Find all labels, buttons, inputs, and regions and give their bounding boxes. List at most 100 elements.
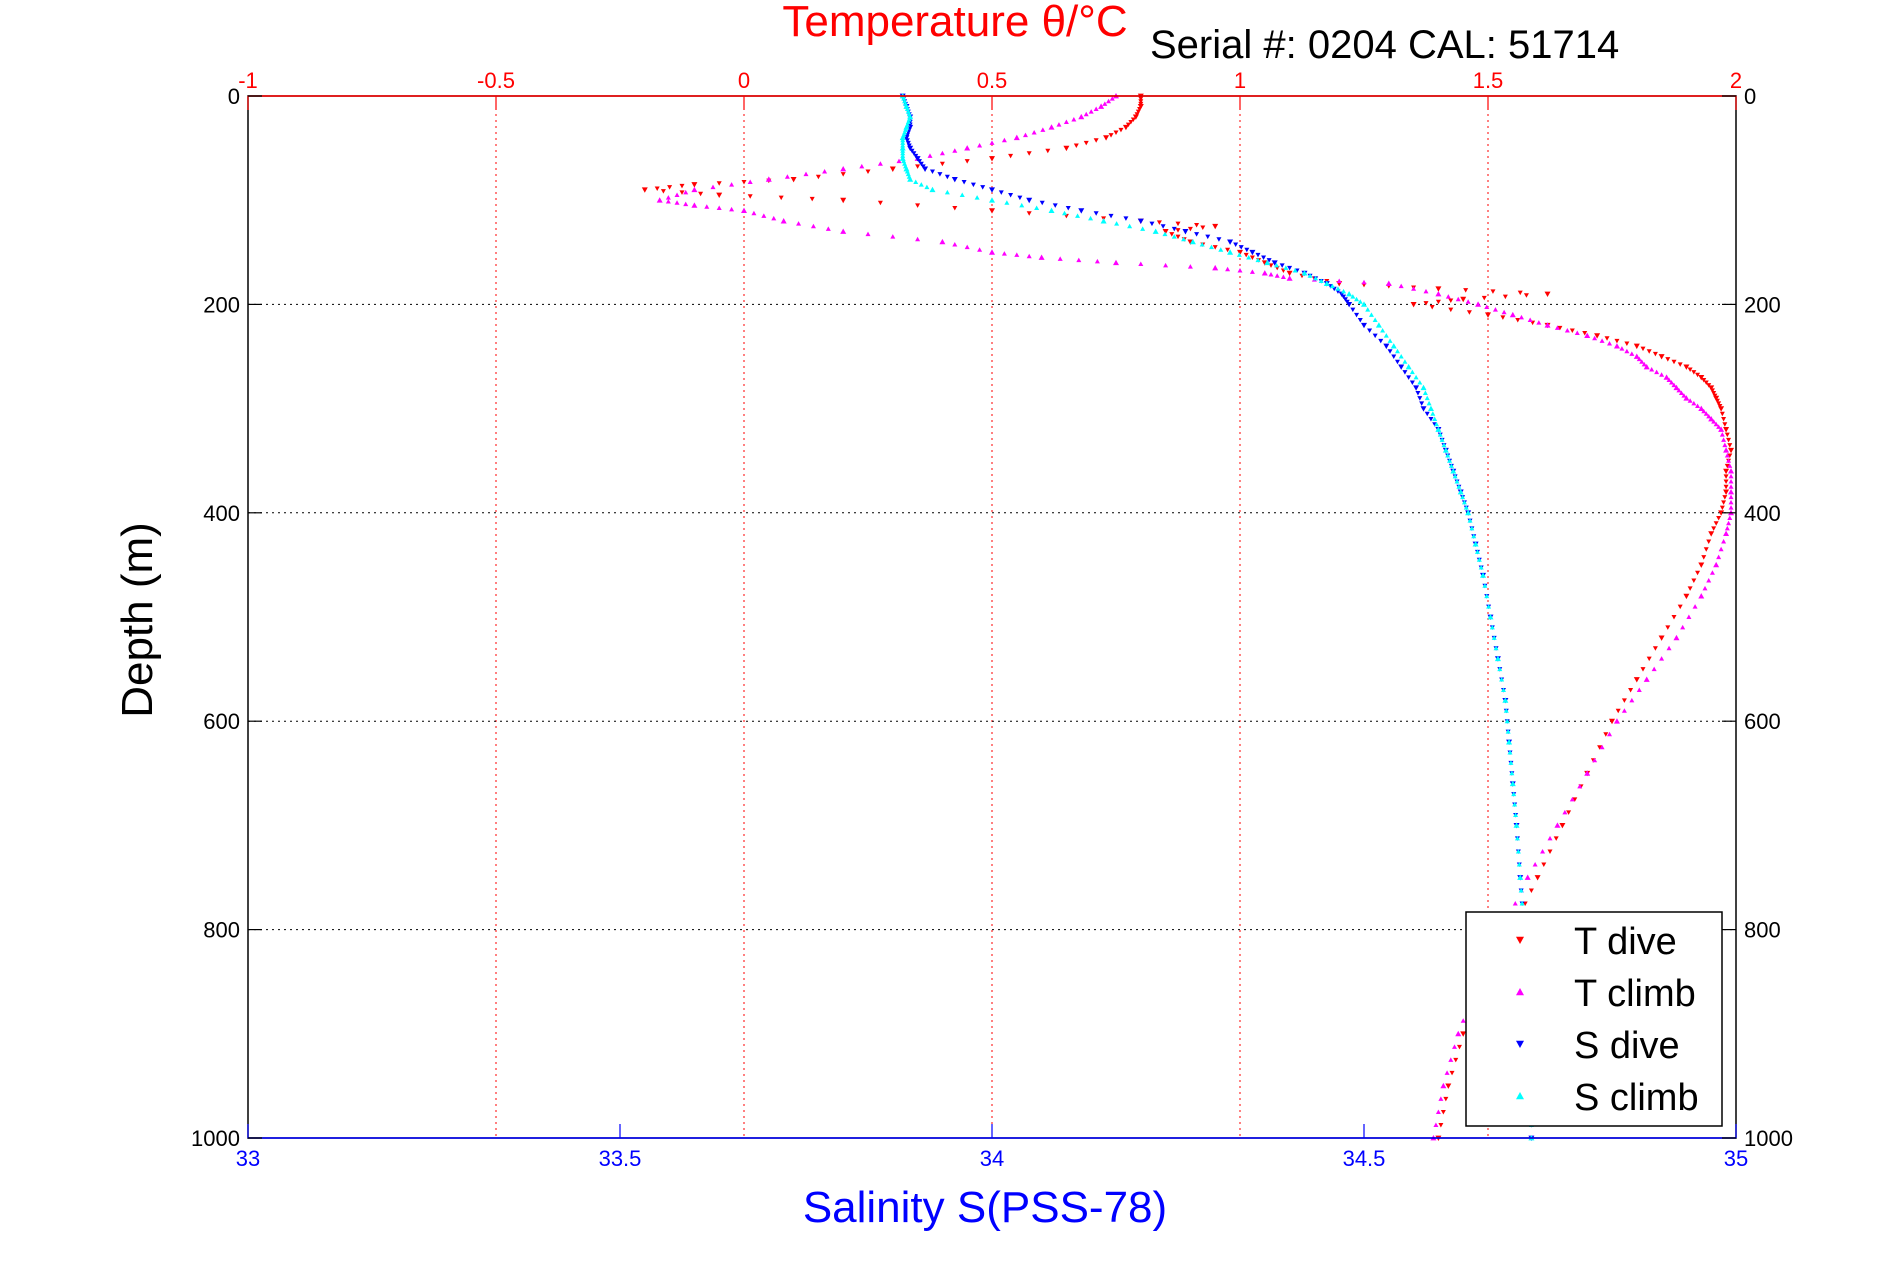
data-point: [1695, 403, 1701, 408]
legend-label: T climb: [1574, 973, 1696, 1015]
data-point: [1255, 252, 1261, 258]
data-point: [1420, 406, 1427, 412]
data-point: [989, 197, 995, 203]
data-point: [1361, 322, 1367, 329]
data-point: [964, 244, 970, 250]
data-point: [1502, 697, 1509, 703]
data-point: [1008, 192, 1014, 198]
data-point: [1713, 395, 1720, 402]
data-point: [751, 210, 757, 216]
data-point: [1040, 127, 1046, 132]
legend-marker: [1516, 936, 1524, 944]
data-point: [1609, 718, 1615, 725]
data-point: [1026, 211, 1032, 216]
temperature-tick-label: 1: [1234, 68, 1246, 93]
data-point: [1394, 348, 1400, 354]
data-point: [1108, 213, 1114, 219]
data-point: [889, 166, 896, 172]
data-point: [1398, 283, 1404, 289]
data-point: [1728, 479, 1734, 484]
data-point: [1287, 265, 1293, 271]
data-point: [1218, 247, 1224, 252]
data-point: [1640, 667, 1646, 672]
data-point: [915, 236, 921, 242]
data-point: [1564, 327, 1570, 333]
data-point: [1443, 1096, 1449, 1102]
data-point: [1427, 405, 1434, 411]
data-point: [1604, 336, 1610, 341]
data-point: [784, 174, 790, 179]
grid-lines: [248, 96, 1736, 1138]
data-point: [1489, 624, 1495, 630]
data-point: [778, 195, 784, 201]
data-point: [1456, 1044, 1462, 1050]
data-point: [1156, 220, 1162, 225]
data-point: [1636, 687, 1642, 692]
data-point: [1301, 270, 1308, 276]
data-point: [914, 156, 921, 162]
data-point: [1350, 294, 1356, 299]
data-point: [1467, 518, 1473, 523]
data-point: [1516, 861, 1522, 867]
data-point: [1424, 395, 1430, 401]
data-point: [1721, 538, 1727, 544]
data-point: [1643, 676, 1650, 682]
data-point: [1722, 495, 1728, 500]
data-point: [683, 189, 689, 195]
data-point: [1375, 322, 1382, 328]
data-point: [1387, 338, 1393, 343]
data-point: [1365, 307, 1371, 312]
data-point: [747, 179, 753, 184]
data-point: [1417, 380, 1423, 385]
data-point: [840, 197, 847, 204]
data-point: [937, 172, 943, 177]
data-point: [1453, 1057, 1459, 1063]
data-point: [1509, 311, 1516, 318]
data-point: [907, 145, 914, 152]
data-point: [1726, 437, 1732, 443]
data-point: [691, 202, 698, 208]
data-point: [1486, 604, 1492, 609]
data-point: [1383, 333, 1389, 338]
depth-tick-label-left: 1000: [191, 1126, 240, 1151]
data-point: [1175, 221, 1181, 227]
data-point: [1716, 554, 1722, 560]
data-point: [1673, 384, 1680, 391]
series-t-climb: [656, 93, 1735, 1141]
data-point: [691, 186, 698, 193]
data-point: [1122, 124, 1129, 131]
data-point: [1361, 279, 1367, 285]
data-point: [1255, 257, 1261, 263]
data-point: [1724, 452, 1730, 458]
data-point: [1432, 416, 1438, 422]
data-point: [1264, 259, 1271, 266]
depth-tick-label-right: 200: [1744, 292, 1781, 317]
data-point: [1723, 484, 1729, 490]
data-point: [1503, 708, 1509, 713]
data-point: [929, 169, 935, 175]
data-point: [918, 161, 924, 167]
data-point: [1175, 228, 1181, 233]
data-point: [1703, 380, 1709, 386]
data-point: [1076, 257, 1082, 263]
data-point: [1440, 1082, 1447, 1089]
data-point: [1249, 269, 1255, 274]
data-series: [641, 93, 1735, 1141]
data-point: [1279, 263, 1285, 268]
data-point: [1708, 385, 1715, 391]
data-point: [1336, 278, 1342, 283]
data-point: [840, 228, 847, 234]
data-point: [922, 166, 929, 172]
data-point: [1212, 264, 1219, 271]
data-point: [679, 183, 685, 189]
data-point: [1212, 245, 1218, 250]
data-point: [1687, 367, 1693, 373]
data-point: [1323, 280, 1330, 286]
data-point: [771, 215, 777, 221]
data-point: [1448, 307, 1454, 313]
data-point: [1445, 294, 1451, 299]
data-point: [1629, 351, 1635, 356]
data-point: [1475, 301, 1482, 307]
data-point: [1368, 312, 1374, 317]
